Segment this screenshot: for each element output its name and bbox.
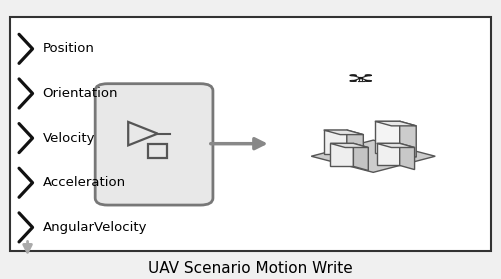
Text: Position: Position: [43, 42, 95, 55]
Text: Acceleration: Acceleration: [43, 176, 126, 189]
Polygon shape: [375, 121, 416, 126]
Ellipse shape: [359, 77, 363, 79]
Ellipse shape: [350, 80, 357, 81]
Polygon shape: [377, 143, 414, 148]
Text: Orientation: Orientation: [43, 87, 118, 100]
Ellipse shape: [350, 75, 357, 76]
Polygon shape: [347, 130, 363, 158]
Ellipse shape: [365, 75, 372, 76]
Text: AngularVelocity: AngularVelocity: [43, 221, 147, 234]
Ellipse shape: [365, 80, 372, 81]
Polygon shape: [353, 143, 368, 170]
Polygon shape: [400, 143, 414, 170]
Bar: [148, 144, 167, 158]
Polygon shape: [330, 143, 368, 148]
Polygon shape: [324, 130, 347, 154]
Polygon shape: [324, 130, 363, 134]
Polygon shape: [330, 143, 353, 166]
Polygon shape: [311, 140, 435, 172]
FancyBboxPatch shape: [95, 84, 213, 205]
FancyBboxPatch shape: [10, 17, 491, 251]
Text: UAV Scenario Motion Write: UAV Scenario Motion Write: [148, 261, 353, 276]
Polygon shape: [400, 121, 416, 157]
Polygon shape: [375, 121, 400, 153]
Text: Velocity: Velocity: [43, 132, 95, 145]
Polygon shape: [377, 143, 400, 165]
